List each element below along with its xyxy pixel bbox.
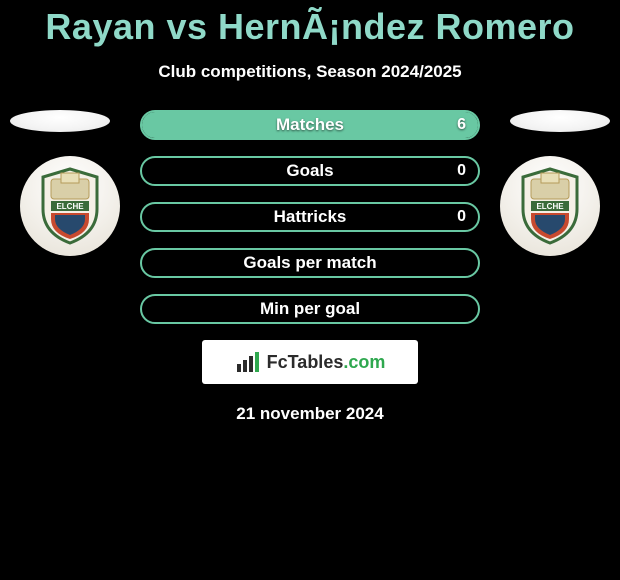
comparison-panel: ELCHE ELCHE Matches6Goals0Hattricks0Goal… [0,110,620,424]
stat-row: Hattricks 0 [140,202,480,232]
stat-value-right: 0 [457,208,466,226]
stat-row: Goals 0 [140,156,480,186]
stat-label: Matches [276,115,344,135]
svg-text:ELCHE: ELCHE [536,202,564,211]
logo-text-suffix: .com [343,352,385,372]
snapshot-date: 21 november 2024 [0,404,620,424]
page-title: Rayan vs HernÃ¡ndez Romero [0,0,620,48]
stat-row: Goals per match [140,248,480,278]
stat-label: Goals [286,161,333,181]
svg-text:ELCHE: ELCHE [56,202,84,211]
stat-row: Matches 6 [140,110,480,140]
stat-row: Min per goal [140,294,480,324]
player-avatar-right [510,110,610,132]
stat-label: Min per goal [260,299,360,319]
stat-label: Goals per match [243,253,376,273]
club-crest-right: ELCHE [500,156,600,256]
stat-value-right: 6 [457,116,466,134]
club-crest-left: ELCHE [20,156,120,256]
source-logo: FcTables.com [202,340,418,384]
stat-value-right: 0 [457,162,466,180]
stat-rows: Matches 6 Goals 0 Hattricks 0 Goals per match M… [140,110,480,324]
subtitle: Club competitions, Season 2024/2025 [0,62,620,82]
shield-icon: ELCHE [517,167,583,245]
logo-text-prefix: FcTables [267,352,344,372]
logo-text: FcTables.com [267,352,386,373]
shield-icon: ELCHE [37,167,103,245]
player-avatar-left [10,110,110,132]
stat-label: Hattricks [274,207,347,227]
bars-icon [235,350,261,374]
